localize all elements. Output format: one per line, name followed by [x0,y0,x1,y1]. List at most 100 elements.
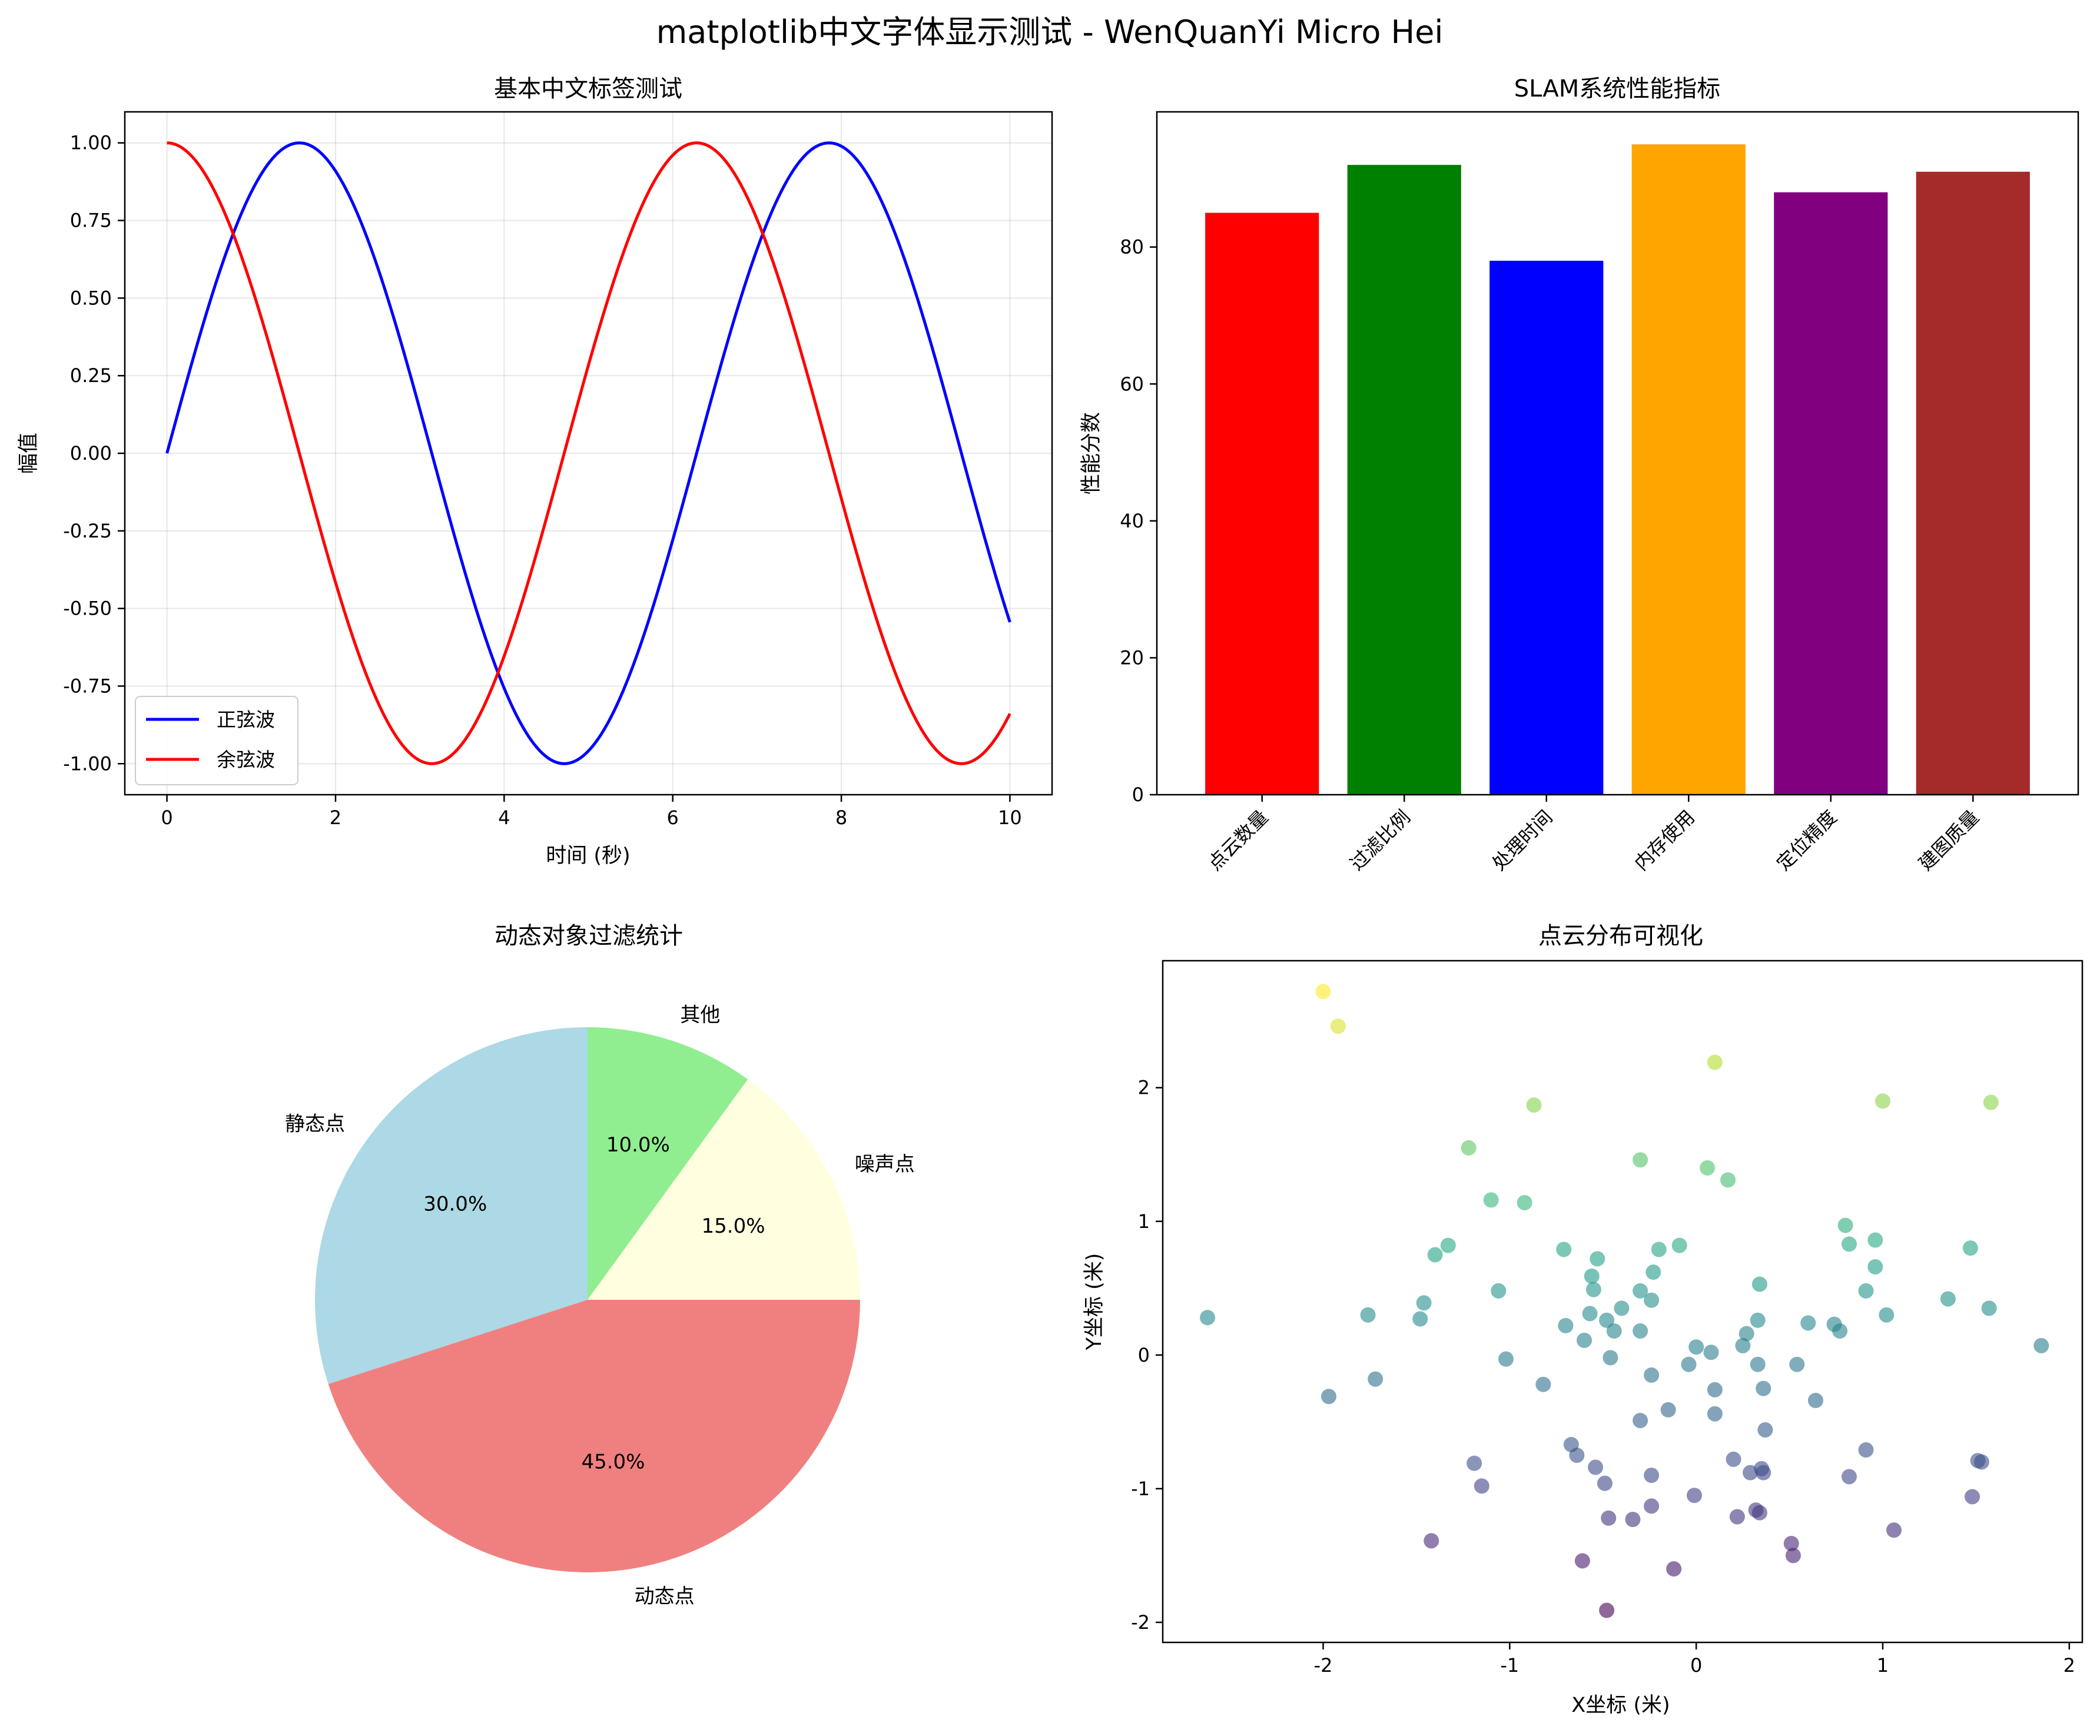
scatter-point [1720,1172,1736,1188]
pie-slice [328,1300,860,1572]
scatter-point [1603,1350,1618,1366]
x-tick-label: -2 [1314,1654,1333,1677]
line-chart-grid [125,112,1052,795]
scatter-chart-points [1200,984,2049,1618]
scatter-point [1517,1194,1532,1210]
scatter-point [1837,1217,1853,1233]
scatter-point [1625,1512,1641,1528]
scatter-point [1875,1093,1890,1109]
scatter-point [1585,1282,1601,1297]
scatter-point [1427,1247,1443,1263]
pie-chart-title: 动态对象过滤统计 [495,922,683,950]
scatter-point [1660,1402,1676,1418]
y-tick-label: -2 [1131,1611,1150,1634]
pie-chart-slices [315,1027,860,1572]
scatter-point [1783,1535,1799,1551]
scatter-point [1597,1475,1613,1491]
scatter-point [1743,1465,1759,1481]
scatter-point [1681,1356,1697,1372]
scatter-point [1526,1097,1542,1113]
legend-label-cosine: 余弦波 [217,748,275,771]
scatter-point [1461,1140,1477,1156]
y-tick-label: -0.25 [63,520,112,542]
scatter-point [1440,1237,1456,1253]
scatter-point [1633,1413,1648,1429]
pie-slice [315,1027,588,1385]
scatter-point [1858,1442,1874,1458]
scatter-point [1981,1300,1997,1316]
x-tick-label: 2 [330,806,341,829]
line-chart-series-group [165,141,1011,765]
line-chart-legend: 正弦波 余弦波 [135,696,298,785]
y-tick-label: 2 [1138,1077,1150,1099]
x-tick-label: -1 [1500,1654,1519,1677]
y-tick-label: 1.00 [70,132,112,154]
line-chart-y-ticks: 1.00 0.75 0.50 0.25 0.00 -0.25 -0.50 -0.75 -1.00 [63,132,125,775]
scatter-point [1707,1054,1723,1070]
y-tick-label: 20 [1120,646,1144,669]
scatter-point [1633,1323,1648,1339]
x-tick-label: 2 [2063,1654,2075,1677]
scatter-point [1686,1488,1702,1503]
scatter-point [1535,1376,1551,1392]
line-chart-y-label: 幅值 [17,433,41,474]
y-tick-label: -0.75 [63,675,112,697]
pie-slice-label: 噪声点 [855,1153,915,1176]
figure-suptitle: matplotlib中文字体显示测试 - WenQuanYi Micro Hei [656,14,1444,51]
y-tick-label: 0.75 [70,210,112,232]
pie-chart-panel: 动态对象过滤统计 静态点 30.0% 动态点 45.0% 噪声点 15.0% 其他 10.0% [285,922,915,1608]
y-tick-label: 60 [1120,373,1144,395]
scatter-point [1588,1459,1604,1475]
scatter-chart-panel: 点云分布可视化 -2 -1 0 1 2 2 1 0 -1 -2 X坐标 (米) Y坐标 (米) [1083,922,2084,1717]
scatter-point [1879,1307,1895,1323]
y-tick-label: 1 [1138,1210,1150,1233]
pie-slice [588,1079,860,1300]
bar [1916,171,2030,795]
pie-slice [588,1027,748,1300]
scatter-point [1644,1367,1660,1383]
scatter-point [1644,1292,1660,1308]
scatter-point [1807,1393,1823,1409]
scatter-point [1757,1422,1773,1438]
scatter-point [1651,1242,1667,1257]
scatter-point [1785,1548,1801,1564]
scatter-point [1569,1448,1585,1463]
scatter-point [1556,1242,1572,1257]
scatter-point [1467,1455,1482,1471]
scatter-point [1424,1533,1439,1549]
scatter-point [1558,1317,1574,1333]
scatter-point [1633,1152,1648,1168]
y-tick-label: 0 [1132,784,1144,806]
scatter-point [1750,1356,1766,1372]
scatter-point [1886,1522,1902,1538]
scatter-point [1962,1240,1978,1256]
line-series-sine [165,141,1011,765]
scatter-point [2033,1337,2049,1353]
scatter-point [1574,1553,1590,1569]
y-tick-label: -0.50 [63,598,112,620]
y-tick-label: -1 [1131,1478,1150,1500]
y-tick-label: 80 [1120,236,1144,258]
scatter-point [1800,1315,1816,1331]
y-tick-label: 0.00 [70,442,112,464]
scatter-point [1474,1478,1489,1494]
scatter-point [1599,1312,1615,1328]
scatter-point [1751,1505,1767,1521]
scatter-point [1644,1468,1660,1483]
x-tick-label: 6 [667,806,679,829]
scatter-chart-title: 点云分布可视化 [1538,922,1703,950]
y-tick-label: 0 [1138,1344,1150,1366]
scatter-point [1360,1307,1376,1323]
scatter-point [1751,1276,1767,1292]
scatter-point [1330,1018,1346,1034]
scatter-point [1315,984,1331,1000]
scatter-point [1729,1509,1745,1525]
scatter-point [1590,1251,1605,1267]
x-tick-label: 10 [998,806,1022,829]
bar-chart-title: SLAM系统性能指标 [1514,75,1720,102]
line-chart-title: 基本中文标签测试 [494,75,682,102]
bar-chart-y-ticks: 0 20 40 60 80 [1120,236,1157,806]
scatter-chart-x-label: X坐标 (米) [1571,1694,1670,1717]
scatter-point [1841,1469,1857,1485]
